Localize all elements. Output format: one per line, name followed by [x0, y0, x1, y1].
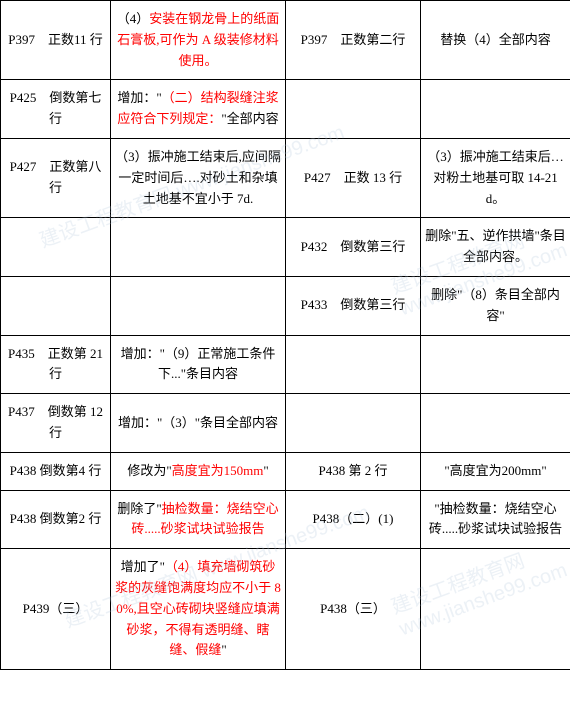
- cell-change-desc: （4）安装在钢龙骨上的纸面石膏板,可作为 A 级装修材料使用。: [111, 1, 286, 80]
- cell-location-old: [286, 80, 421, 139]
- cell-change-desc: 增加了"（4）填充墙砌筑砂浆的灰缝饱满度均应不小于 80%,且空心砖砌块竖缝应填…: [111, 549, 286, 670]
- table-row: P397 正数11 行（4）安装在钢龙骨上的纸面石膏板,可作为 A 级装修材料使…: [1, 1, 570, 80]
- cell-location-new: P438 倒数第2 行: [1, 490, 111, 549]
- text-pre: 增加："（3）"条目全部内容: [118, 415, 278, 430]
- cell-location-old: [286, 394, 421, 453]
- table-row: P433 倒数第三行删除"（8）条目全部内容": [1, 276, 570, 335]
- cell-old-content: 删除"（8）条目全部内容": [421, 276, 570, 335]
- cell-change-desc: 增加："（9）正常施工条件下..."条目内容: [111, 335, 286, 394]
- text-pre: 修改为": [127, 463, 171, 478]
- cell-location-old: [286, 335, 421, 394]
- text-post: "全部内容: [221, 111, 278, 126]
- cell-location-new: P425 倒数第七行: [1, 80, 111, 139]
- cell-location-new: P438 倒数第4 行: [1, 452, 111, 490]
- cell-location-new: P427 正数第八行: [1, 138, 111, 217]
- cell-change-desc: 增加："（3）"条目全部内容: [111, 394, 286, 453]
- cell-location-old: P438（二）(1): [286, 490, 421, 549]
- cell-location-old: P432 倒数第三行: [286, 218, 421, 277]
- cell-change-desc: [111, 218, 286, 277]
- cell-location-new: [1, 276, 111, 335]
- table-row: P438 倒数第2 行删除了"抽检数量：烧结空心砖.....砂浆试块试验报告P4…: [1, 490, 570, 549]
- cell-location-new: [1, 218, 111, 277]
- text-pre: 增加：": [117, 90, 161, 105]
- text-post: ": [263, 463, 268, 478]
- text-pre: （3）振冲施工结束后,应间隔一定时间后….对砂土和杂填土地基不宜小于 7d.: [115, 149, 281, 206]
- cell-old-content: "抽检数量：烧结空心砖.....砂浆试块试验报告: [421, 490, 570, 549]
- cell-change-desc: [111, 276, 286, 335]
- cell-location-old: P433 倒数第三行: [286, 276, 421, 335]
- cell-location-old: P438 第 2 行: [286, 452, 421, 490]
- cell-change-desc: （3）振冲施工结束后,应间隔一定时间后….对砂土和杂填土地基不宜小于 7d.: [111, 138, 286, 217]
- cell-old-content: （3）振冲施工结束后…对粉土地基可取 14-21d。: [421, 138, 570, 217]
- text-pre: 增加："（9）正常施工条件下..."条目内容: [121, 346, 276, 382]
- cell-old-content: [421, 80, 570, 139]
- cell-change-desc: 删除了"抽检数量：烧结空心砖.....砂浆试块试验报告: [111, 490, 286, 549]
- cell-old-content: [421, 335, 570, 394]
- errata-table: P397 正数11 行（4）安装在钢龙骨上的纸面石膏板,可作为 A 级装修材料使…: [0, 0, 570, 670]
- cell-old-content: 删除"五、逆作拱墙"条目全部内容。: [421, 218, 570, 277]
- table-row: P438 倒数第4 行修改为"高度宜为150mm"P438 第 2 行"高度宜为…: [1, 452, 570, 490]
- cell-location-old: P438（三）: [286, 549, 421, 670]
- table-row: P439（三）增加了"（4）填充墙砌筑砂浆的灰缝饱满度均应不小于 80%,且空心…: [1, 549, 570, 670]
- cell-location-new: P435 正数第 21 行: [1, 335, 111, 394]
- text-post: ": [221, 642, 226, 657]
- cell-location-new: P397 正数11 行: [1, 1, 111, 80]
- table-row: P425 倒数第七行增加："（二）结构裂缝注浆应符合下列规定："全部内容: [1, 80, 570, 139]
- table-row: P427 正数第八行（3）振冲施工结束后,应间隔一定时间后….对砂土和杂填土地基…: [1, 138, 570, 217]
- cell-old-content: 替换（4）全部内容: [421, 1, 570, 80]
- cell-location-old: P427 正数 13 行: [286, 138, 421, 217]
- text-pre: 增加了": [121, 559, 165, 574]
- cell-change-desc: 修改为"高度宜为150mm": [111, 452, 286, 490]
- table-row: P432 倒数第三行删除"五、逆作拱墙"条目全部内容。: [1, 218, 570, 277]
- cell-old-content: [421, 549, 570, 670]
- table-row: P435 正数第 21 行增加："（9）正常施工条件下..."条目内容: [1, 335, 570, 394]
- cell-old-content: "高度宜为200mm": [421, 452, 570, 490]
- cell-location-old: P397 正数第二行: [286, 1, 421, 80]
- table-row: P437 倒数第 12 行增加："（3）"条目全部内容: [1, 394, 570, 453]
- cell-change-desc: 增加："（二）结构裂缝注浆应符合下列规定："全部内容: [111, 80, 286, 139]
- text-highlight: 高度宜为150mm: [172, 463, 264, 478]
- text-pre: （4）: [117, 11, 150, 26]
- cell-location-new: P439（三）: [1, 549, 111, 670]
- text-pre: 删除了": [117, 501, 161, 516]
- cell-old-content: [421, 394, 570, 453]
- cell-location-new: P437 倒数第 12 行: [1, 394, 111, 453]
